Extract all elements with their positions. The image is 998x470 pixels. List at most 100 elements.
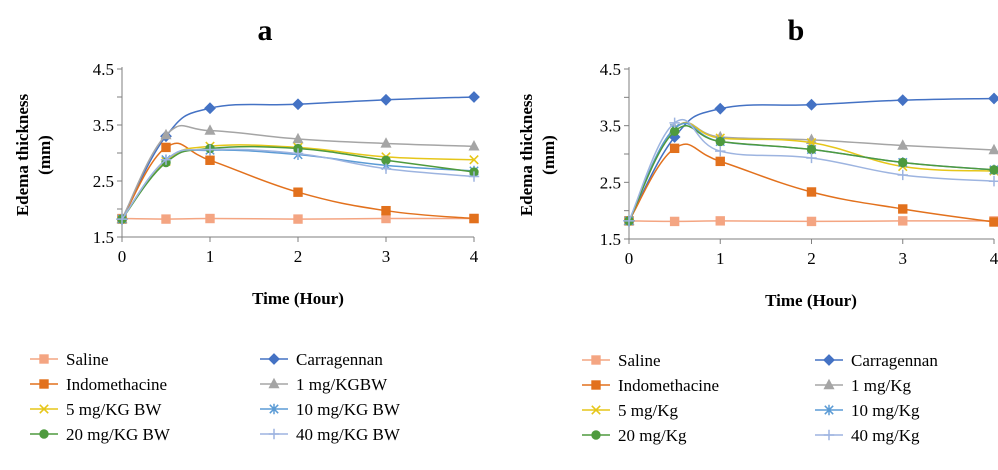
- data-point-marker: [806, 187, 817, 197]
- legend-label: Carragennan: [296, 350, 383, 369]
- data-point-marker: [381, 205, 391, 216]
- legend-label: 5 mg/KG BW: [66, 400, 162, 419]
- data-point-marker: [897, 139, 909, 150]
- x-tick-label: 4: [470, 247, 479, 266]
- data-point-marker: [380, 137, 392, 148]
- data-point-marker: [989, 217, 998, 227]
- data-point-marker: [805, 98, 818, 111]
- y-tick-label: 3.5: [600, 117, 621, 136]
- legend-item: 40 mg/KG BW: [260, 425, 401, 444]
- series-7: [624, 125, 998, 226]
- series-line: [628, 97, 995, 222]
- series-line: [628, 125, 995, 222]
- y-axis-label: Edema thickness (mm): [13, 93, 54, 216]
- data-point-marker: [715, 216, 725, 226]
- data-point-marker: [898, 157, 908, 168]
- panel-letter: a: [258, 14, 273, 47]
- legend-label: 10 mg/KG BW: [296, 400, 401, 419]
- x-tick-label: 1: [206, 247, 215, 266]
- series-8: [623, 117, 998, 227]
- data-point-marker: [669, 117, 680, 129]
- x-tick-label: 0: [118, 247, 127, 266]
- series-line: [628, 119, 995, 222]
- legend-item: Saline: [582, 351, 661, 370]
- legend-label: Indomethacine: [618, 376, 719, 395]
- series-line: [121, 148, 475, 220]
- legend-item: 5 mg/Kg: [582, 401, 678, 420]
- legend-marker: [823, 354, 835, 366]
- data-point-marker: [897, 169, 908, 181]
- legend-label: 1 mg/KGBW: [296, 375, 388, 394]
- chart-panel-a: a 1.5 2.5 3.5 4.5 0 1 2 3 4 Edema thickness (mm) Tim…: [13, 14, 480, 444]
- data-point-marker: [898, 204, 908, 214]
- legend-item: Indomethacine: [30, 375, 167, 394]
- data-point-marker: [469, 213, 479, 224]
- data-point-marker: [623, 215, 635, 227]
- data-point-marker: [380, 93, 392, 106]
- legend-marker: [268, 353, 280, 365]
- legend-marker: [268, 377, 280, 389]
- data-point-marker: [468, 91, 480, 103]
- data-point-marker: [806, 152, 817, 164]
- data-point-marker: [292, 98, 304, 111]
- data-point-marker: [715, 145, 726, 157]
- data-point-marker: [806, 216, 817, 227]
- legend-label: 20 mg/KG BW: [66, 425, 171, 444]
- legend-item: 5 mg/KG BW: [30, 400, 162, 419]
- y-axis-label-line: (mm): [35, 135, 54, 175]
- panel-letter: b: [788, 14, 805, 47]
- y-axis-label-line: (mm): [539, 135, 558, 175]
- legend-marker: [268, 428, 280, 440]
- series-4: [116, 124, 480, 224]
- x-tick-label: 4: [990, 249, 998, 268]
- y-tick-label: 1.5: [93, 228, 114, 247]
- legend-marker: [591, 355, 601, 365]
- legend-item: 20 mg/KG BW: [30, 425, 171, 444]
- legend-label: 40 mg/KG BW: [296, 425, 401, 444]
- y-tick-label: 3.5: [93, 116, 114, 135]
- legend-item: 10 mg/KG BW: [260, 400, 401, 419]
- x-axis-label: Time (Hour): [252, 289, 344, 308]
- legend-marker: [823, 378, 835, 390]
- y-tick-label: 4.5: [600, 60, 621, 79]
- data-point-marker: [205, 213, 215, 224]
- series-1: [624, 216, 998, 227]
- legend-label: 1 mg/Kg: [851, 376, 911, 395]
- y-tick-label: 4.5: [93, 60, 114, 79]
- series-line: [121, 142, 475, 220]
- legend-label: 10 mg/Kg: [851, 401, 920, 420]
- data-point-marker: [292, 132, 304, 144]
- x-tick-label: 2: [807, 249, 816, 268]
- legend: Saline Carragennan Indomethacine 1 mg/Kg 5 m…: [582, 351, 938, 445]
- series-7: [117, 143, 479, 224]
- legend-marker: [269, 403, 279, 415]
- data-point-marker: [161, 214, 171, 224]
- series-4: [623, 121, 998, 226]
- x-tick-label: 3: [899, 249, 908, 268]
- y-axis-label: Edema thickness (mm): [517, 93, 558, 216]
- legend-item: Carragennan: [260, 350, 383, 369]
- data-point-marker: [669, 126, 680, 137]
- data-point-marker: [898, 216, 908, 226]
- legend-marker: [591, 380, 601, 390]
- data-point-marker: [160, 128, 172, 140]
- legend-label: 5 mg/Kg: [618, 401, 678, 420]
- data-point-marker: [160, 154, 172, 165]
- data-point-marker: [381, 155, 391, 165]
- data-point-marker: [896, 94, 909, 107]
- legend-item: 1 mg/Kg: [815, 376, 911, 395]
- legend-marker: [39, 354, 49, 364]
- legend-marker: [39, 404, 49, 414]
- series-line: [121, 149, 475, 220]
- x-tick-label: 1: [716, 249, 725, 268]
- y-tick-label: 1.5: [600, 230, 621, 249]
- data-point-marker: [669, 143, 680, 154]
- legend-label: 40 mg/Kg: [851, 426, 920, 445]
- x-tick-label: 0: [625, 249, 634, 268]
- legend: Saline Carragennan Indomethacine 1 mg/KGBW 5…: [30, 350, 401, 444]
- data-point-marker: [293, 187, 303, 197]
- legend-item: 40 mg/Kg: [815, 426, 920, 445]
- data-point-marker: [806, 137, 817, 148]
- chart-panel-b: b 1.5 2.5 3.5 4.5 0 1 2 3 4 Edema thickness (mm) Tim…: [517, 14, 998, 445]
